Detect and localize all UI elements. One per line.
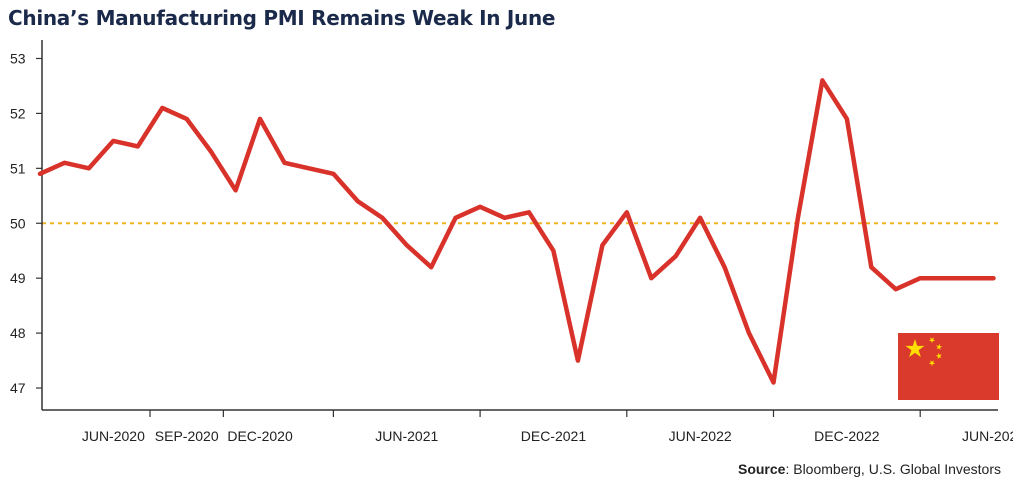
x-tick-label: DEC-2021 [521,428,587,444]
x-tick-label: JUN-2023 [962,428,1013,444]
y-tick-label: 53 [10,50,26,66]
flag-small-star-icon [935,352,942,359]
series-layer [37,78,996,385]
y-tick-label: 47 [10,380,26,396]
y-tick-label: 52 [10,105,26,121]
x-tick-label: JUN-2020 [82,428,145,444]
y-tick-label: 51 [10,160,26,176]
y-tick-label: 48 [10,325,26,341]
axes: 47 48 49 50 51 52 53 JUN-2020 SEP-2020 DEC-2020 JU… [10,40,1013,444]
x-tick-label: JUN-2021 [375,428,438,444]
flag-big-star-icon [905,339,925,358]
pmi-series-line [37,78,996,385]
china-flag-icon [898,333,999,400]
flag-field [898,333,999,400]
y-tick-label: 49 [10,270,26,286]
x-tick-label: DEC-2020 [227,428,293,444]
y-tick-label: 50 [10,215,26,231]
flag-small-star-icon [928,360,936,367]
x-tick-label: JUN-2022 [669,428,732,444]
source-text: : Bloomberg, U.S. Global Investors [785,461,1001,477]
source-label: Source [737,461,786,477]
x-tick-label: SEP-2020 [155,428,219,444]
chart-title: China’s Manufacturing PMI Remains Weak I… [8,6,556,30]
flag-small-star-icon [936,343,943,350]
x-tick-label: DEC-2022 [814,428,880,444]
source-note: Source: Bloomberg, U.S. Global Investors [738,461,1001,477]
flag-small-star-icon [928,337,936,344]
